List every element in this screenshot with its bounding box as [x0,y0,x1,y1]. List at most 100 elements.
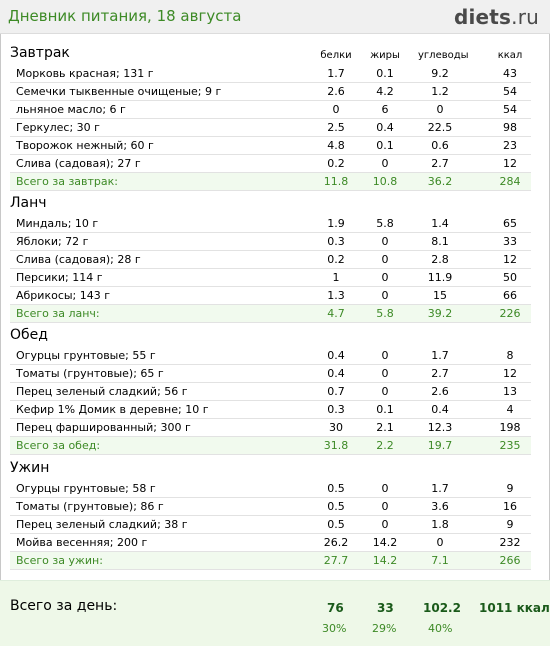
food-protein: 0.3 [327,403,345,416]
total-protein: 31.8 [323,439,349,452]
food-row[interactable]: Морковь красная; 131 г 1.7 0.1 9.2 43 [10,65,531,83]
meal-title: Завтрак [10,45,70,61]
column-header-carbs: углеводы [418,50,469,61]
meal-total-label: Всего за ужин: [16,554,103,567]
food-protein: 4.8 [327,139,345,152]
food-kcal: 8 [506,349,514,362]
column-header-protein: белки [320,50,352,61]
food-protein: 0 [332,103,340,116]
food-row[interactable]: Перец зеленый сладкий; 56 г 0.7 0 2.6 13 [10,383,531,401]
food-row[interactable]: Творожок нежный; 60 г 4.8 0.1 0.6 23 [10,137,531,155]
page-title: Дневник питания, 18 августа [8,7,242,25]
food-row[interactable]: Яблоки; 72 г 0.3 0 8.1 33 [10,233,531,251]
food-carbs: 15 [433,289,447,302]
food-kcal: 66 [503,289,517,302]
total-fat: 14.2 [372,554,398,567]
food-name: Миндаль; 10 г [16,217,99,230]
food-name: Персики; 114 г [16,271,103,284]
food-carbs: 2.6 [431,385,449,398]
food-kcal: 12 [503,367,517,380]
food-name: Яблоки; 72 г [16,235,89,248]
food-kcal: 43 [503,67,517,80]
food-carbs: 1.7 [431,349,449,362]
food-name: льняное масло; 6 г [16,103,126,116]
food-row[interactable]: Мойва весенняя; 200 г 26.2 14.2 0 232 [10,534,531,552]
food-carbs: 8.1 [431,235,449,248]
food-fat: 0 [381,349,389,362]
food-protein: 1.9 [327,217,345,230]
food-row[interactable]: Абрикосы; 143 г 1.3 0 15 66 [10,287,531,305]
total-carbs: 36.2 [427,175,453,188]
food-carbs: 0.6 [431,139,449,152]
food-kcal: 16 [503,500,517,513]
food-kcal: 50 [503,271,517,284]
food-name: Томаты (грунтовые); 65 г [16,367,164,380]
food-kcal: 13 [503,385,517,398]
day-total-kcal: 1011 ккал [479,601,550,615]
day-carbs-percent: 40% [428,622,453,635]
brand-logo-domain: .ru [511,5,539,29]
food-row[interactable]: Томаты (грунтовые); 86 г 0.5 0 3.6 16 [10,498,531,516]
food-name: Огурцы грунтовые; 58 г [16,482,156,495]
total-kcal: 226 [499,307,521,320]
food-row[interactable]: Томаты (грунтовые); 65 г 0.4 0 2.7 12 [10,365,531,383]
food-row[interactable]: Геркулес; 30 г 2.5 0.4 22.5 98 [10,119,531,137]
food-protein: 0.3 [327,235,345,248]
food-carbs: 1.2 [431,85,449,98]
food-fat: 2.1 [376,421,394,434]
food-name: Кефир 1% Домик в деревне; 10 г [16,403,209,416]
food-row[interactable]: Кефир 1% Домик в деревне; 10 г 0.3 0.1 0.4 4 [10,401,531,419]
food-row[interactable]: льняное масло; 6 г 0 6 0 54 [10,101,531,119]
food-name: Перец зеленый сладкий; 56 г [16,385,188,398]
food-name: Морковь красная; 131 г [16,67,154,80]
food-carbs: 1.7 [431,482,449,495]
total-fat: 10.8 [372,175,398,188]
meal-title: Ланч [10,195,47,211]
food-carbs: 2.7 [431,157,449,170]
food-name: Творожок нежный; 60 г [16,139,154,152]
food-protein: 1.3 [327,289,345,302]
food-row[interactable]: Огурцы грунтовые; 58 г 0.5 0 1.7 9 [10,480,531,498]
food-fat: 0.1 [376,67,394,80]
food-kcal: 4 [506,403,514,416]
food-row[interactable]: Миндаль; 10 г 1.9 5.8 1.4 65 [10,215,531,233]
total-protein: 11.8 [323,175,349,188]
food-name: Слива (садовая); 27 г [16,157,141,170]
food-row[interactable]: Перец фаршированный; 300 г 30 2.1 12.3 198 [10,419,531,437]
food-fat: 4.2 [376,85,394,98]
food-protein: 0.4 [327,349,345,362]
food-name: Геркулес; 30 г [16,121,100,134]
total-kcal: 235 [499,439,521,452]
food-protein: 2.5 [327,121,345,134]
food-carbs: 2.8 [431,253,449,266]
brand-logo[interactable]: diets.ru [454,5,539,29]
food-row[interactable]: Персики; 114 г 1 0 11.9 50 [10,269,531,287]
food-row[interactable]: Огурцы грунтовые; 55 г 0.4 0 1.7 8 [10,347,531,365]
food-carbs: 12.3 [427,421,453,434]
meal-total-row: Всего за ланч: 4.7 5.8 39.2 226 [10,305,531,323]
food-kcal: 232 [499,536,521,549]
food-name: Огурцы грунтовые; 55 г [16,349,156,362]
food-name: Мойва весенняя; 200 г [16,536,148,549]
brand-logo-bold: diets [453,5,512,29]
column-header-fat: жиры [370,50,400,61]
food-row[interactable]: Слива (садовая); 28 г 0.2 0 2.8 12 [10,251,531,269]
food-name: Абрикосы; 143 г [16,289,111,302]
food-row[interactable]: Перец зеленый сладкий; 38 г 0.5 0 1.8 9 [10,516,531,534]
food-kcal: 12 [503,253,517,266]
food-protein: 26.2 [323,536,349,549]
day-total-panel: Всего за день: 76 33 102.2 1011 ккал 30%… [0,580,550,646]
column-header-kcal: ккал [497,50,523,61]
total-kcal: 284 [499,175,521,188]
food-fat: 0 [381,271,389,284]
food-name: Перец фаршированный; 300 г [16,421,191,434]
food-protein: 0.2 [327,157,345,170]
food-kcal: 198 [499,421,521,434]
food-row[interactable]: Семечки тыквенные очищеные; 9 г 2.6 4.2 1.2… [10,83,531,101]
day-total-protein: 76 [327,601,344,615]
meal-total-label: Всего за ланч: [16,307,100,320]
food-fat: 0 [381,385,389,398]
food-kcal: 98 [503,121,517,134]
food-row[interactable]: Слива (садовая); 27 г 0.2 0 2.7 12 [10,155,531,173]
meal-total-label: Всего за обед: [16,439,101,452]
